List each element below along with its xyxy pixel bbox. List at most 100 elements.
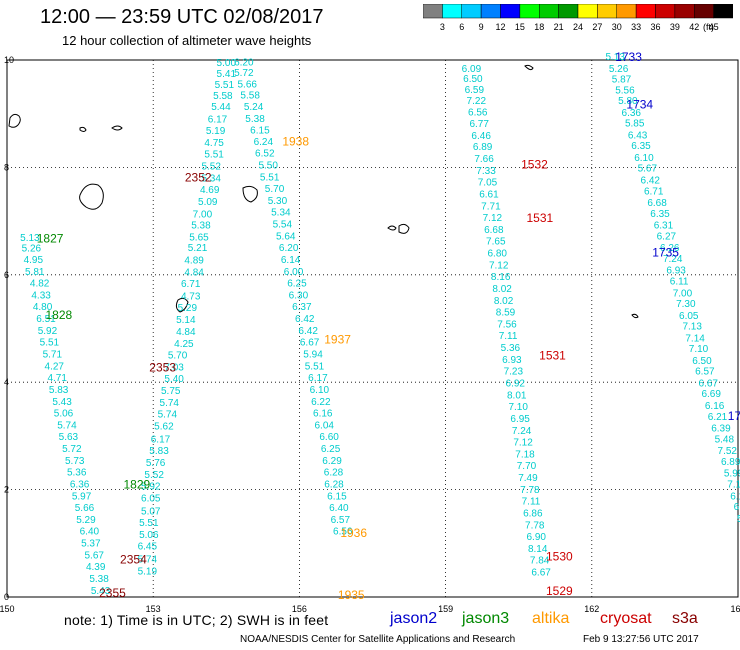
wave-height-value: 5.83 [49,385,69,396]
wave-height-value: 5.81 [25,267,45,278]
wave-height-value: 5.83 [149,446,169,457]
wave-height-value: 5.64 [276,231,296,242]
wave-height-value: 5.36 [501,343,521,354]
wave-height-value: 4.95 [24,255,44,266]
x-tick-label: 162 [584,604,599,614]
wave-height-value: 7.24 [663,254,683,265]
wave-height-value: 6.40 [80,527,100,538]
wave-height-value: 6.17 [308,373,328,384]
wave-height-value: 6.69 [701,389,721,400]
pass-time-label: 1734 [626,97,653,111]
pass-time-label: 2353 [149,360,176,374]
island-outline [387,225,397,231]
wave-height-value: 5.51 [139,518,159,529]
wave-height-value: 5.19 [206,126,226,137]
altimeter-tracks: 5.005.415.515.585.446.175.194.755.515.52… [20,52,740,597]
pass-time-label: 1531 [539,349,566,363]
wave-height-value: 7.12 [489,260,509,271]
wave-height-value: 5.74 [158,410,178,421]
y-tick-label: 2 [4,485,9,495]
wave-height-value: 5.43 [91,586,111,597]
wave-height-value: 6.14 [734,502,740,513]
wave-height-value: 5.38 [89,574,109,585]
wave-height-value: 6.20 [279,243,299,254]
wave-height-value: 7.12 [727,479,740,490]
island-outline [79,126,87,132]
wave-height-value: 6.42 [298,326,318,337]
pass-time-label: 2352 [185,170,212,184]
wave-height-value: 4.73 [181,292,201,303]
island-outline [631,313,639,319]
wave-height-value: 5.43 [52,397,72,408]
footer-timestamp: Feb 9 13:27:56 UTC 2017 [583,634,699,645]
wave-height-value: 6.36 [622,108,642,119]
wave-height-value: 6.15 [730,491,740,502]
wave-height-value: 5.74 [57,420,77,431]
colorbar-ticks: 3 6 9 12 15 18 21 24 27 30 33 36 39 42 45 [423,22,733,34]
wave-height-value: 4.33 [31,290,51,301]
pass-time-label: 1735 [652,246,679,260]
pass-time-label: 2354 [120,553,147,567]
wave-height-value: 5.66 [75,503,95,514]
wave-height-value: 5.21 [188,243,208,254]
wave-height-value: 6.30 [289,290,309,301]
pass-time-label: 1529 [546,584,573,598]
wave-height-value: 5.14 [176,315,196,326]
wave-height-value: 6.05 [141,493,161,504]
wave-height-value: 6.22 [311,397,331,408]
colorbar-tick-label: 24 [572,22,583,32]
wave-height-value: 6.90 [526,532,546,543]
colorbar-tick-label: 12 [495,22,506,32]
wave-height-value: 6.25 [287,279,307,290]
wave-height-value: 5.74 [160,398,180,409]
wave-height-value: 4.39 [86,562,106,573]
wave-height-value: 5.54 [273,220,293,231]
wave-height-value: 7.13 [682,322,702,333]
wave-height-value: 5.99 [724,469,740,480]
wave-height-value: 6.31 [654,221,674,232]
wave-height-value: 5.74 [138,555,158,566]
wave-height-value: 7.23 [504,367,524,378]
wave-height-value: 6.77 [469,119,489,130]
wave-height-value: 5.92 [38,326,58,337]
wave-height-value: 6.16 [705,401,725,412]
wave-height-value: 8.16 [491,272,511,283]
wave-height-value: 5.13 [605,52,625,63]
wave-height-value: 6.37 [292,302,312,313]
wave-height-value: 7.11 [499,331,518,342]
wave-height-value: 5.34 [201,173,221,184]
wave-height-value: 5.75 [161,386,181,397]
wave-height-value: 5.06 [54,409,74,420]
wave-height-value: 6.16 [313,409,333,420]
pass-time-label: 1827 [37,232,64,246]
wave-height-value: 5.19 [138,566,158,577]
wave-height-value: 5.44 [211,102,231,113]
colorbar-tick-label: 15 [514,22,525,32]
wave-height-value: 6.21 [708,412,728,423]
island-outline [242,185,258,203]
wave-height-value: 6.00 [284,267,304,278]
wave-height-value: 4.82 [30,279,50,290]
wave-height-value: 5.34 [271,208,291,219]
wave-height-value: 6.26 [660,243,680,254]
colorbar-tick-label: 45 [708,22,719,32]
wave-height-value: 8.14 [528,544,548,555]
wave-height-value: 6.61 [479,189,499,200]
wave-height-value: 7.11 [522,497,541,508]
wave-height-value: 5.50 [258,160,278,171]
wave-height-value: 7.12 [483,213,503,224]
wave-height-value: 6.43 [628,130,648,141]
wave-height-value: 5.92 [141,482,161,493]
wave-height-value: 6.67 [531,568,551,579]
wave-height-value: 6.11 [670,276,689,287]
wave-height-value: 6.89 [473,142,493,153]
pass-time-labels: 1733 1734 1735 173 1827 1828 1829 1938 1937 1936 1… [37,50,740,602]
wave-height-value: 4.84 [184,267,204,278]
wave-height-value: 5.71 [43,349,63,360]
wave-height-value: 5.63 [59,432,79,443]
pass-time-label: 2355 [99,586,126,600]
colorbar-tick-label: 39 [669,22,680,32]
wave-height-value: 6.46 [471,131,491,142]
pass-time-label: 1532 [521,157,548,171]
y-tick-label: 8 [4,162,9,172]
